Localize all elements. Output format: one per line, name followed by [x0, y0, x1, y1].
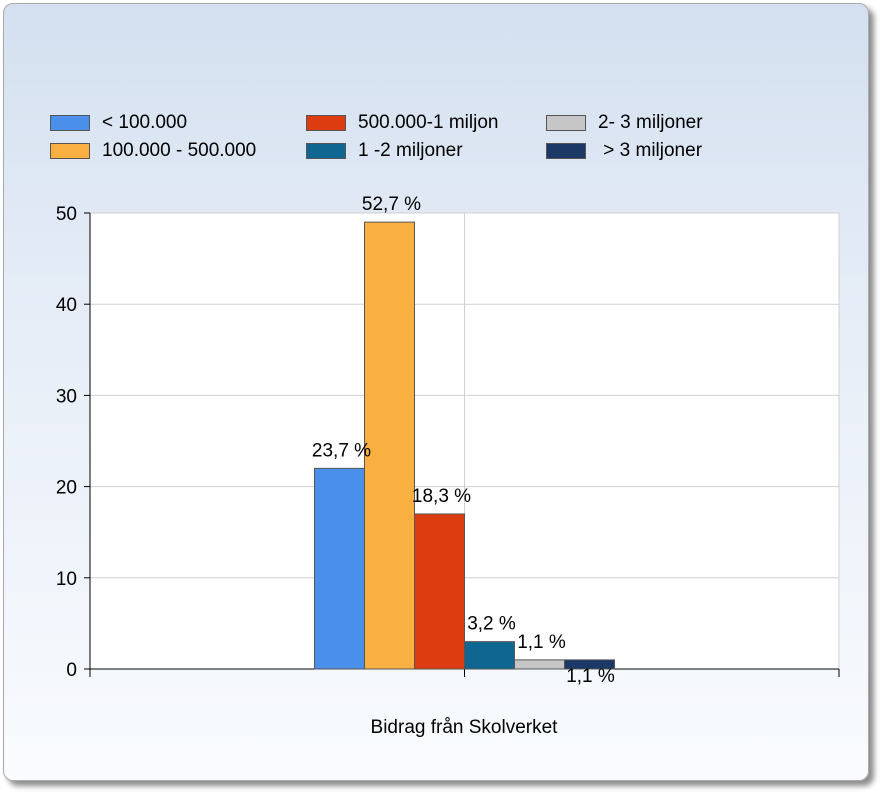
- bar-value-label: 1,1 %: [566, 666, 615, 687]
- bar: [364, 221, 415, 670]
- legend-item-2-3-miljoner: 2- 3 miljoner: [546, 112, 703, 134]
- legend-swatch: [546, 143, 586, 159]
- legend-item-500000-1-miljon: 500.000-1 miljon: [306, 112, 498, 134]
- legend-item-1-2-miljoner: 1 -2 miljoner: [306, 140, 463, 162]
- legend-label: < 100.000: [102, 112, 188, 133]
- legend-swatch: [50, 143, 90, 159]
- legend-label: 2- 3 miljoner: [598, 112, 703, 133]
- x-axis-label: Bidrag från Skolverket: [371, 717, 559, 738]
- y-tick-label: 10: [56, 569, 77, 590]
- bar-value-label: 18,3 %: [412, 486, 471, 507]
- y-tick-label: 20: [56, 478, 77, 499]
- y-tick-label: 40: [56, 295, 77, 316]
- bars: [314, 221, 615, 670]
- legend-swatch: [306, 143, 346, 159]
- legend-label: 1 -2 miljoner: [358, 140, 463, 161]
- y-tick-label: 50: [56, 204, 77, 225]
- legend-item-under-100000: < 100.000: [50, 112, 187, 134]
- legend-label: > 3 miljoner: [598, 140, 703, 161]
- bar: [414, 513, 465, 670]
- y-tick-label: 0: [66, 660, 77, 681]
- bar-value-label: 23,7 %: [312, 440, 371, 461]
- legend-item-over-3-miljoner: > 3 miljoner: [546, 140, 702, 162]
- bar-value-label: 1,1 %: [517, 632, 566, 653]
- legend-swatch: [546, 115, 586, 131]
- legend-label: 500.000-1 miljon: [358, 112, 499, 133]
- bar-value-label: 3,2 %: [467, 614, 516, 635]
- bar: [464, 641, 515, 670]
- bar: [564, 659, 615, 670]
- y-tick-label: 30: [56, 386, 77, 407]
- bar: [314, 467, 365, 670]
- legend-label: 100.000 - 500.000: [102, 140, 257, 161]
- legend-item-100000-500000: 100.000 - 500.000: [50, 140, 256, 162]
- legend-swatch: [50, 115, 90, 131]
- bar: [514, 659, 565, 670]
- legend-swatch: [306, 115, 346, 131]
- bar-value-label: 52,7 %: [362, 194, 421, 215]
- data-labels: 23,7 %52,7 %18,3 %3,2 %1,1 %1,1 %: [312, 194, 615, 687]
